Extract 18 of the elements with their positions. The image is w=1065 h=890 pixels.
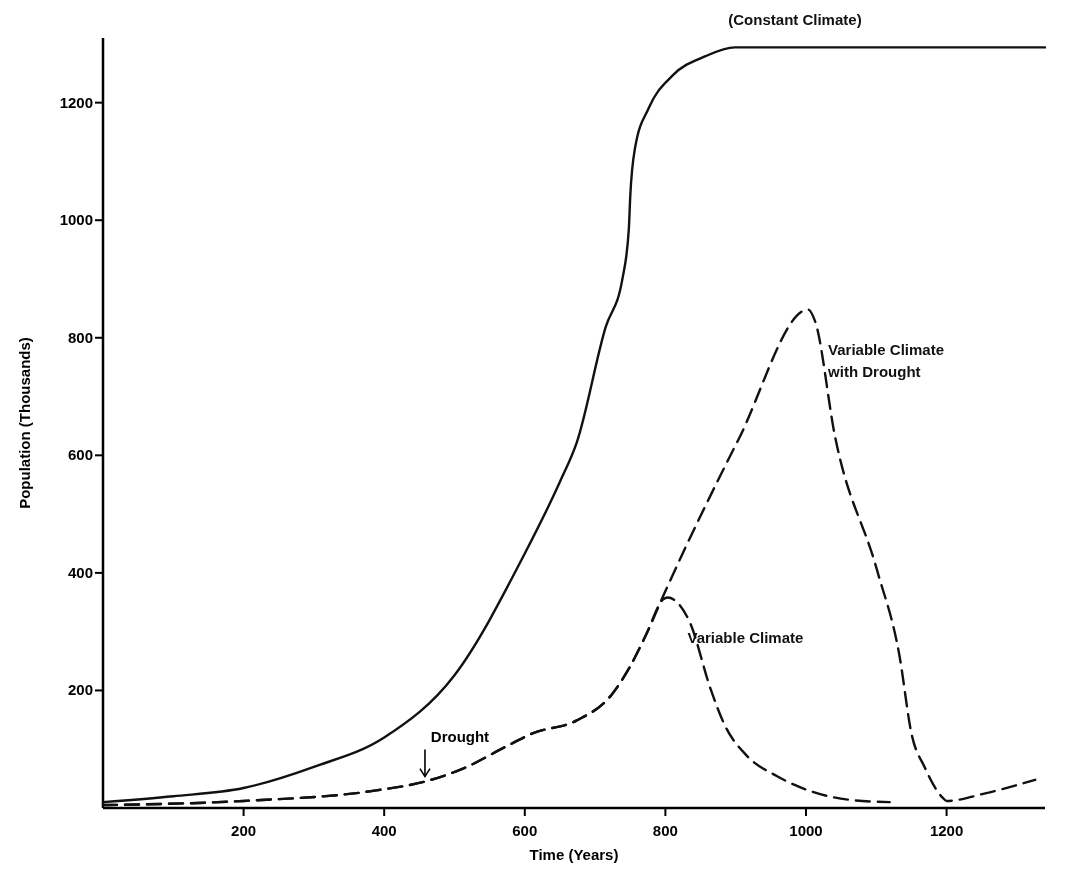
annotation: Drought <box>430 727 490 745</box>
series-label: Variable Climate with Drought <box>827 340 944 380</box>
y-tick-label: 1200 <box>59 93 93 111</box>
y-tick-label: 200 <box>67 681 93 699</box>
x-tick-label: 800 <box>652 822 678 839</box>
x-tick-label: 400 <box>371 822 397 839</box>
y-tick-label: 1000 <box>59 211 93 229</box>
y-tick-label: 400 <box>67 563 93 581</box>
x-tick-label: 1000 <box>789 822 823 839</box>
series-label: Variable Climate <box>687 628 804 646</box>
y-axis-title: Population (Thousands) <box>16 337 33 509</box>
series-label: (Constant Climate) <box>728 11 862 29</box>
x-tick-label: 1200 <box>929 822 964 839</box>
x-tick-label: 200 <box>231 822 257 839</box>
y-tick-label: 600 <box>67 446 93 464</box>
y-tick-label: 800 <box>67 328 93 346</box>
x-axis-title: Time (Years) <box>529 846 619 863</box>
x-tick-label: 600 <box>512 822 538 839</box>
